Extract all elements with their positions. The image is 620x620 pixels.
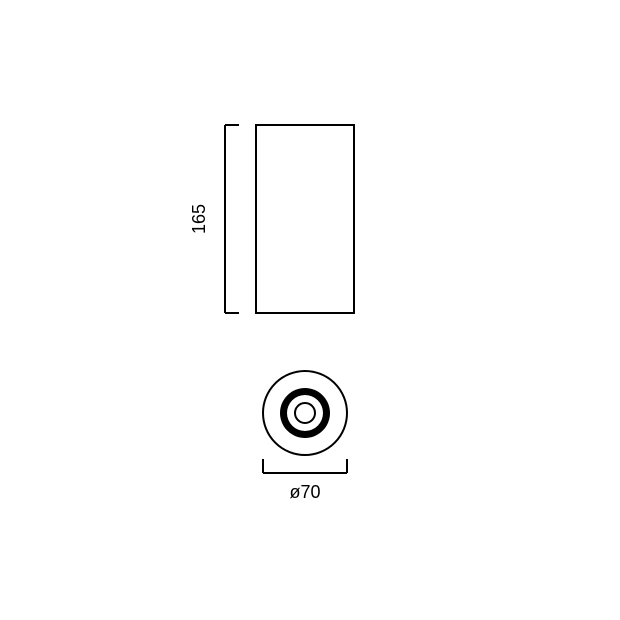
diameter-label: ø70: [289, 482, 320, 502]
bottom-view: [263, 371, 347, 455]
side-view-rect: [256, 125, 354, 313]
height-dimension: 165: [189, 125, 239, 313]
height-label: 165: [189, 204, 209, 234]
technical-drawing: 165 ø70: [0, 0, 620, 620]
diameter-dimension: ø70: [263, 459, 347, 502]
